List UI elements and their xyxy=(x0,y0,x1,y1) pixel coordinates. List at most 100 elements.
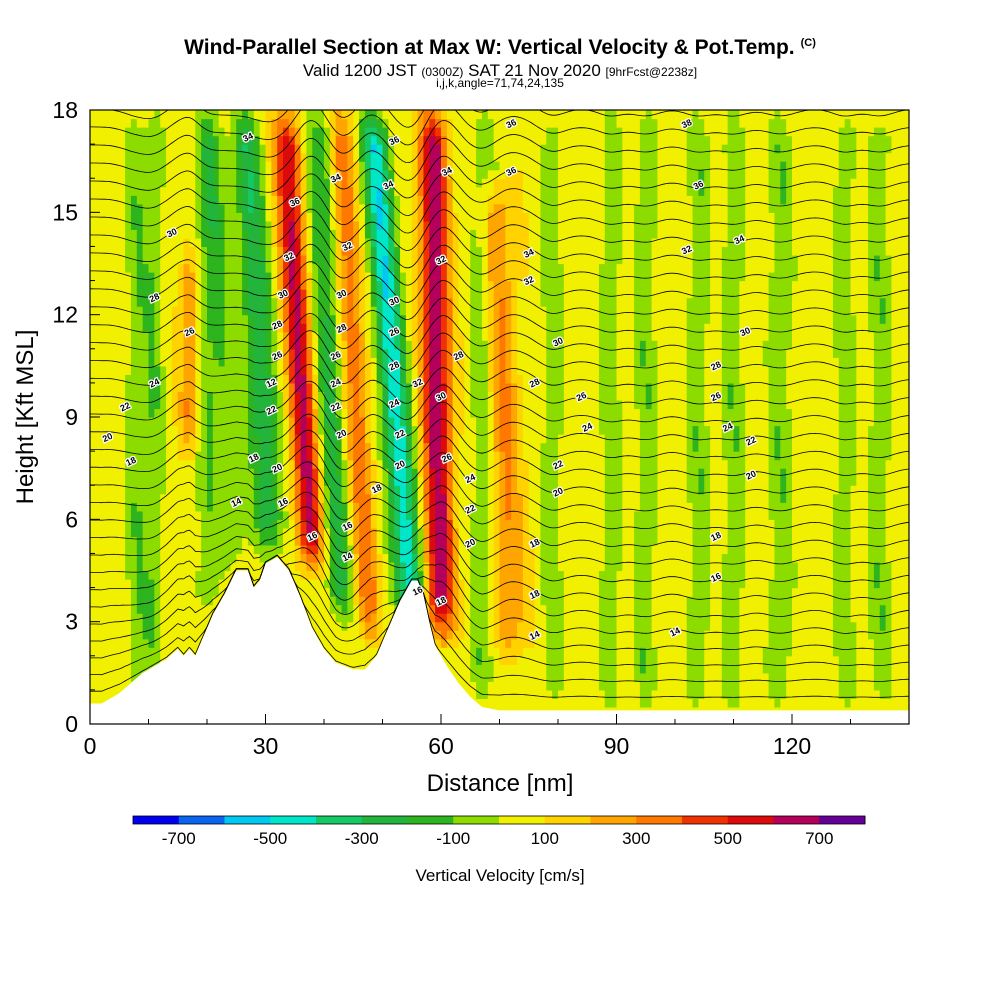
velocity-cell xyxy=(429,254,436,265)
velocity-cell xyxy=(353,442,360,452)
velocity-cell xyxy=(429,408,436,418)
velocity-cell xyxy=(160,289,167,299)
velocity-cell xyxy=(370,186,378,196)
velocity-cell xyxy=(388,451,395,461)
velocity-cell xyxy=(481,579,489,589)
velocity-cell xyxy=(283,382,290,393)
velocity-cell xyxy=(212,152,220,162)
velocity-cell xyxy=(312,178,319,188)
velocity-cell xyxy=(119,263,126,273)
velocity-cell xyxy=(370,630,378,640)
velocity-cell xyxy=(400,161,407,171)
velocity-cell xyxy=(487,382,495,393)
velocity-cell xyxy=(341,135,348,145)
velocity-cell xyxy=(423,442,430,452)
velocity-cell xyxy=(353,596,360,606)
velocity-cell xyxy=(177,638,185,648)
velocity-cell xyxy=(183,195,191,205)
velocity-cell xyxy=(212,272,220,282)
velocity-cell xyxy=(470,331,477,341)
velocity-cell xyxy=(218,536,226,546)
velocity-cell xyxy=(113,630,120,640)
velocity-cell xyxy=(148,212,155,222)
velocity-cell xyxy=(394,476,401,486)
velocity-cell xyxy=(201,621,208,631)
velocity-cell xyxy=(423,502,430,512)
velocity-cell xyxy=(435,289,442,299)
velocity-cell xyxy=(236,348,243,358)
velocity-cell xyxy=(148,434,155,444)
velocity-cell xyxy=(212,468,220,478)
velocity-cell xyxy=(359,570,366,580)
velocity-cell xyxy=(160,655,167,665)
velocity-cell xyxy=(481,382,489,393)
velocity-cell xyxy=(224,365,231,375)
velocity-cell xyxy=(324,621,331,631)
velocity-cell xyxy=(265,399,272,410)
velocity-cell xyxy=(183,272,191,282)
velocity-cell xyxy=(253,399,261,410)
velocity-cell xyxy=(405,323,413,333)
velocity-cell xyxy=(166,536,173,546)
velocity-cell xyxy=(487,544,495,555)
velocity-cell xyxy=(329,493,337,503)
velocity-cell xyxy=(247,451,255,461)
velocity-cell xyxy=(464,186,471,196)
velocity-cell xyxy=(470,246,477,256)
velocity-cell xyxy=(446,527,454,537)
velocity-cell xyxy=(171,220,179,230)
velocity-cell xyxy=(283,476,290,486)
velocity-cell xyxy=(142,468,150,478)
velocity-cell xyxy=(435,144,442,154)
velocity-cell xyxy=(277,272,284,282)
velocity-cell xyxy=(119,391,126,401)
velocity-cell xyxy=(458,314,465,324)
velocity-cell xyxy=(224,374,231,384)
velocity-cell xyxy=(476,289,483,299)
velocity-cell xyxy=(160,570,167,580)
velocity-cell xyxy=(388,561,395,572)
velocity-cell xyxy=(476,476,483,486)
velocity-cell xyxy=(113,485,120,495)
velocity-cell xyxy=(166,169,173,179)
velocity-cell xyxy=(423,476,430,486)
velocity-cell xyxy=(142,434,150,444)
velocity-cell xyxy=(458,510,465,520)
velocity-cell xyxy=(224,127,231,137)
velocity-cell xyxy=(441,254,448,265)
velocity-cell xyxy=(113,229,120,239)
velocity-cell xyxy=(464,672,471,682)
velocity-cell xyxy=(394,451,401,461)
velocity-cell xyxy=(476,553,483,563)
velocity-cell xyxy=(458,365,465,375)
velocity-cell xyxy=(119,382,126,393)
velocity-cell xyxy=(394,442,401,452)
velocity-cell xyxy=(113,374,120,384)
velocity-cell xyxy=(329,425,337,435)
velocity-cell xyxy=(318,323,325,333)
velocity-cell xyxy=(142,493,150,503)
velocity-cell xyxy=(154,365,161,375)
velocity-cell xyxy=(429,596,436,606)
velocity-cell xyxy=(306,306,313,316)
velocity-cell xyxy=(224,468,231,478)
velocity-cell xyxy=(470,289,477,299)
velocity-cell xyxy=(341,348,348,358)
velocity-cell xyxy=(201,118,208,128)
velocity-cell xyxy=(283,425,290,435)
velocity-cell xyxy=(306,246,313,256)
velocity-cell xyxy=(142,289,150,299)
velocity-cell xyxy=(359,306,366,316)
velocity-cell xyxy=(242,519,249,529)
velocity-cell xyxy=(247,493,255,503)
velocity-cell xyxy=(481,672,489,682)
velocity-cell xyxy=(224,135,231,145)
velocity-cell xyxy=(376,357,384,367)
velocity-cell xyxy=(154,417,161,427)
velocity-cell xyxy=(335,399,343,410)
velocity-cell xyxy=(353,647,360,657)
velocity-cell xyxy=(130,399,138,410)
velocity-cell xyxy=(470,459,477,469)
velocity-cell xyxy=(253,118,261,128)
velocity-cell xyxy=(166,570,173,580)
